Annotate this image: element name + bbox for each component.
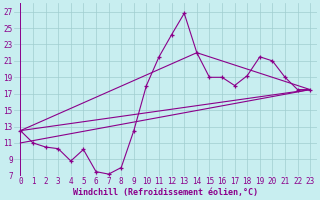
X-axis label: Windchill (Refroidissement éolien,°C): Windchill (Refroidissement éolien,°C) bbox=[73, 188, 258, 197]
